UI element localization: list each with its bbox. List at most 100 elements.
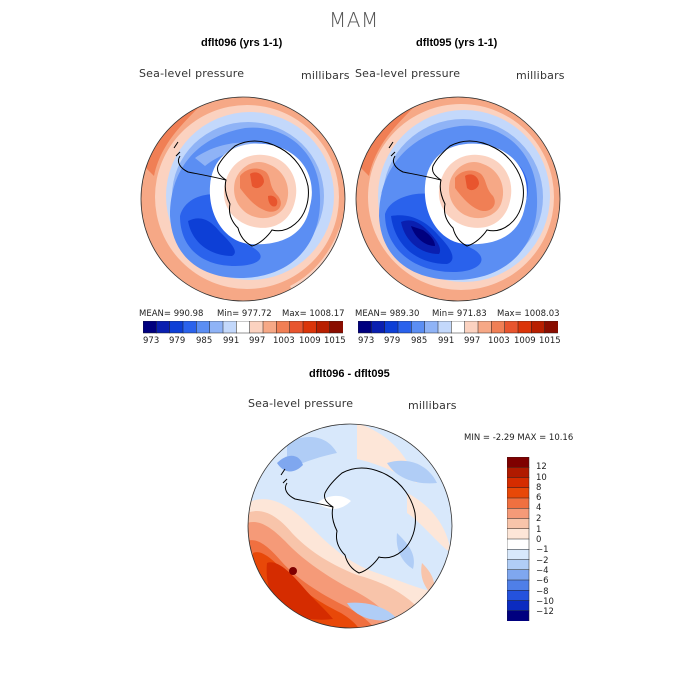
colorbar-swatch [507,528,530,540]
colorbar-swatch [507,600,530,612]
diff-tick-label: −1 [536,545,549,555]
colorbar-swatch [531,321,546,334]
diff-tick-label: −6 [536,576,549,586]
figure-title: MAM [329,8,379,32]
panel1-polar-map [140,96,346,302]
colorbar-swatch [169,321,184,334]
panel2-colorbar [358,321,558,334]
panel1-tick-label: 973 [143,336,160,346]
diff-tick-label: −2 [536,556,549,566]
diff-tick-label: 8 [536,483,542,493]
colorbar-swatch [491,321,506,334]
colorbar-swatch [289,321,304,334]
panel2-mean: MEAN= 989.30 [355,309,420,319]
colorbar-swatch [236,321,251,334]
panel2-tick-label: 1015 [539,336,561,346]
colorbar-swatch [451,321,466,334]
colorbar-swatch [507,579,530,591]
diff-tick-label: −12 [536,607,554,617]
diff-min-max: MIN = -2.29 MAX = 10.16 [464,433,574,443]
panel2-title: dflt095 (yrs 1-1) [416,37,498,49]
colorbar-swatch [507,590,530,602]
panel2-tick-label: 991 [438,336,455,346]
colorbar-swatch [507,559,530,571]
colorbar-swatch [507,538,530,550]
colorbar-swatch [371,321,386,334]
diff-tick-label: 0 [536,535,542,545]
colorbar-swatch [276,321,291,334]
colorbar-swatch [424,321,439,334]
colorbar-swatch [504,321,519,334]
colorbar-swatch [329,321,343,334]
colorbar-swatch [507,457,530,468]
diff-tick-label: 10 [536,473,547,483]
panel1-colorbar-labels: 973 979 985 991 997 1003 1009 1015 [143,336,346,348]
panel1-tick-label: 1015 [324,336,346,346]
colorbar-swatch [477,321,492,334]
panel2-tick-label: 1003 [488,336,510,346]
colorbar-swatch [507,477,530,489]
colorbar-swatch [302,321,317,334]
panel2-colorbar-labels: 973 979 985 991 997 1003 1009 1015 [358,336,561,348]
colorbar-swatch [507,487,530,499]
diff-tick-label: 12 [536,462,547,472]
diff-units-label: millibars [408,399,457,412]
panel2-tick-label: 985 [411,336,428,346]
diff-tick-label: 6 [536,493,542,503]
colorbar-swatch [384,321,399,334]
colorbar-swatch [437,321,452,334]
diff-variable-label: Sea-level pressure [248,397,354,410]
colorbar-swatch [507,549,530,561]
colorbar-swatch [222,321,237,334]
panel1-tick-label: 1009 [299,336,321,346]
panel1-tick-label: 985 [196,336,213,346]
panel2-tick-label: 1009 [514,336,536,346]
colorbar-swatch [358,321,372,334]
diff-tick-label: −8 [536,587,549,597]
diff-title: dflt096 - dflt095 [309,368,390,380]
colorbar-swatch [316,321,331,334]
colorbar-swatch [507,497,530,509]
colorbar-swatch [507,518,530,530]
diff-tick-label: −10 [536,597,554,607]
colorbar-swatch [507,467,530,479]
panel1-tick-label: 997 [249,336,266,346]
panel2-variable-label: Sea-level pressure [355,67,461,80]
panel1-tick-label: 979 [169,336,186,346]
diff-tick-label: 4 [536,503,542,513]
colorbar-swatch [507,610,530,621]
diff-polar-map [247,423,453,629]
panel1-colorbar [143,321,343,334]
colorbar-swatch [544,321,558,334]
panel2-tick-label: 979 [384,336,401,346]
diff-tick-label: 2 [536,514,542,524]
panel1-variable-label: Sea-level pressure [139,67,245,80]
panel1-max: Max= 1008.17 [282,309,345,319]
diff-colorbar-labels: 12 10 8 6 4 2 1 0 −1 −2 −4 −6 −8 −10 −12 [536,459,576,629]
colorbar-swatch [411,321,426,334]
panel2-units-label: millibars [516,69,565,82]
diff-tick-label: 1 [536,525,542,535]
panel2-polar-map [355,96,561,302]
colorbar-swatch [143,321,157,334]
diff-tick-label: −4 [536,566,549,576]
panel2-max: Max= 1008.03 [497,309,560,319]
panel2-tick-label: 997 [464,336,481,346]
colorbar-swatch [507,569,530,581]
colorbar-swatch [464,321,479,334]
colorbar-swatch [507,508,530,520]
colorbar-swatch [156,321,171,334]
colorbar-swatch [262,321,277,334]
colorbar-swatch [249,321,264,334]
panel1-units-label: millibars [301,69,350,82]
panel2-min: Min= 971.83 [432,309,487,319]
panel1-tick-label: 991 [223,336,240,346]
diff-colorbar [507,457,530,621]
panel1-title: dflt096 (yrs 1-1) [201,37,283,49]
panel1-tick-label: 1003 [273,336,295,346]
panel1-mean: MEAN= 990.98 [139,309,204,319]
panel1-min: Min= 977.72 [217,309,272,319]
panel2-tick-label: 973 [358,336,375,346]
colorbar-swatch [517,321,532,334]
